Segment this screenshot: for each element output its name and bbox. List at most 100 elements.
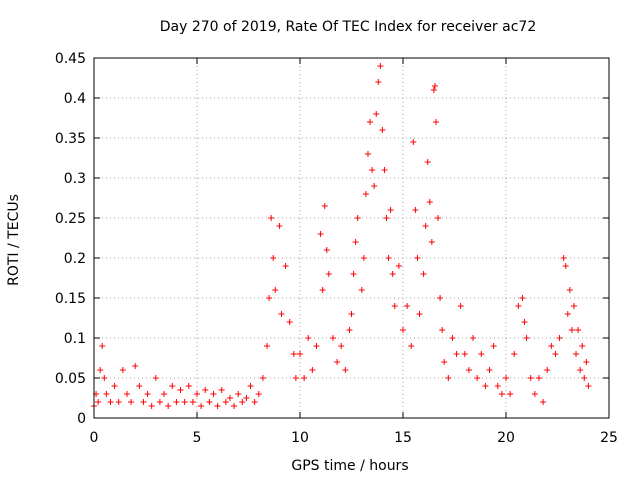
data-point — [282, 263, 289, 269]
data-point — [276, 223, 283, 229]
data-point — [428, 239, 435, 245]
data-point — [123, 391, 130, 397]
data-point — [185, 383, 192, 389]
data-point — [560, 255, 567, 261]
data-point — [556, 335, 563, 341]
x-tick-label: 0 — [90, 430, 99, 446]
data-point — [210, 391, 217, 397]
data-point — [352, 239, 359, 245]
data-point — [573, 351, 580, 357]
y-tick-label: 0 — [77, 411, 86, 427]
y-tick-label: 0.2 — [64, 251, 86, 267]
data-point — [564, 311, 571, 317]
data-point — [422, 223, 429, 229]
x-axis-label: GPS time / hours — [291, 458, 408, 474]
data-point — [329, 335, 336, 341]
data-point — [247, 383, 254, 389]
data-point — [313, 343, 320, 349]
data-point — [181, 399, 188, 405]
data-point — [259, 375, 266, 381]
y-tick-label: 0.45 — [55, 51, 86, 67]
data-point — [165, 403, 172, 409]
data-point — [449, 335, 456, 341]
y-axis-label: ROTI / TECUs — [6, 194, 22, 286]
data-point — [266, 295, 273, 301]
data-point — [358, 287, 365, 293]
data-point — [235, 391, 242, 397]
plot-frame — [93, 57, 610, 419]
data-point — [342, 367, 349, 373]
data-point — [270, 255, 277, 261]
data-point — [99, 343, 106, 349]
data-point — [527, 375, 534, 381]
data-point — [387, 207, 394, 213]
data-point — [519, 295, 526, 301]
data-point — [354, 215, 361, 221]
x-tick-label: 25 — [600, 430, 618, 446]
data-point — [95, 399, 102, 405]
y-tick-label: 0.3 — [64, 171, 86, 187]
data-point — [111, 383, 118, 389]
data-point — [364, 151, 371, 157]
data-point — [579, 343, 586, 349]
data-point — [140, 399, 147, 405]
x-axis: 0 5 10 15 20 25 — [90, 58, 618, 446]
data-point — [290, 351, 297, 357]
data-point — [239, 399, 246, 405]
data-point — [521, 319, 528, 325]
y-tick-label: 0.05 — [55, 371, 86, 387]
data-point — [268, 215, 275, 221]
data-point — [548, 343, 555, 349]
data-point — [377, 63, 384, 69]
x-tick-label: 5 — [193, 430, 202, 446]
data-point — [445, 375, 452, 381]
data-point — [552, 351, 559, 357]
data-point — [369, 167, 376, 173]
data-point — [414, 255, 421, 261]
data-point — [383, 215, 390, 221]
data-point — [410, 139, 417, 145]
data-point — [408, 343, 415, 349]
data-point — [231, 403, 238, 409]
data-point — [515, 303, 522, 309]
data-point — [152, 375, 159, 381]
data-point — [119, 367, 126, 373]
data-point — [251, 399, 258, 405]
y-tick-label: 0.25 — [55, 211, 86, 227]
data-point — [412, 207, 419, 213]
data-point — [206, 399, 213, 405]
data-point — [478, 351, 485, 357]
data-point — [482, 383, 489, 389]
data-point — [103, 391, 110, 397]
data-point — [156, 399, 163, 405]
data-point — [367, 119, 374, 125]
data-point — [348, 311, 355, 317]
data-point — [486, 367, 493, 373]
data-point — [198, 403, 205, 409]
data-point — [575, 327, 582, 333]
data-point — [490, 343, 497, 349]
data-points — [91, 63, 592, 409]
data-point — [562, 263, 569, 269]
data-point — [391, 303, 398, 309]
data-point — [465, 367, 472, 373]
data-point — [319, 287, 326, 293]
data-point — [144, 391, 151, 397]
data-point — [535, 375, 542, 381]
data-point — [531, 391, 538, 397]
data-point — [371, 183, 378, 189]
data-point — [189, 399, 196, 405]
data-point — [264, 343, 271, 349]
data-point — [169, 383, 176, 389]
data-point — [346, 327, 353, 333]
data-point — [430, 87, 437, 93]
data-point — [243, 395, 250, 401]
data-point — [107, 399, 114, 405]
data-point — [218, 387, 225, 393]
data-point — [323, 247, 330, 253]
data-point — [362, 191, 369, 197]
data-point — [389, 271, 396, 277]
data-point — [292, 375, 299, 381]
data-point — [334, 359, 341, 365]
